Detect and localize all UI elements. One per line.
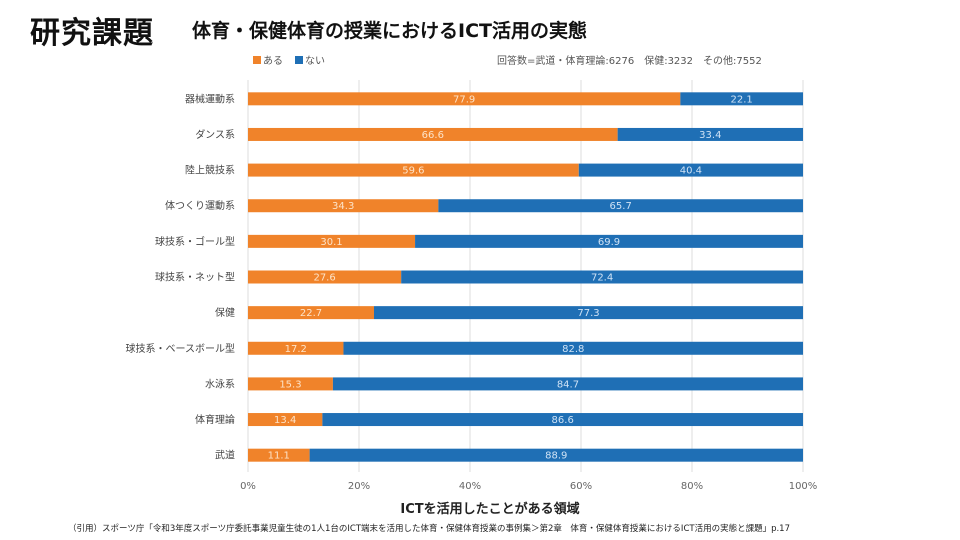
bar-value-label-no: 88.9: [545, 451, 567, 462]
bar-value-label-yes: 77.9: [453, 94, 475, 105]
x-tick-label: 60%: [570, 481, 592, 492]
slide-subtitle: 体育・保健体育の授業におけるICT活用の実態: [192, 20, 587, 42]
x-tick-label: 80%: [681, 481, 703, 492]
bar-value-label-yes: 66.6: [422, 130, 444, 141]
bar-no: [343, 341, 803, 355]
bar-yes: [248, 127, 618, 141]
bar-value-label-no: 77.3: [577, 308, 599, 319]
bar-value-label-yes: 22.7: [300, 308, 322, 319]
category-label: 球技系・ゴール型: [155, 235, 235, 248]
bar-value-label-no: 22.1: [731, 94, 753, 105]
bar-no: [373, 306, 803, 320]
bar-value-label-yes: 27.6: [313, 273, 335, 284]
bar-yes: [248, 448, 310, 462]
citation: （引用）スポーツ庁「令和3年度スポーツ庁委託事業児童生徒の1人1台のICT端末を…: [68, 524, 790, 534]
bar-value-label-yes: 11.1: [268, 451, 290, 462]
x-tick-label: 100%: [789, 481, 818, 492]
legend-swatch-yes: [253, 55, 261, 64]
bar-value-label-yes: 34.3: [332, 201, 354, 212]
category-label: 陸上競技系: [185, 164, 235, 177]
bar-no: [309, 448, 803, 462]
bar-value-label-yes: 15.3: [279, 379, 301, 390]
bar-value-label-no: 72.4: [591, 273, 613, 284]
category-label: 体つくり運動系: [165, 199, 235, 212]
bar-value-label-yes: 30.1: [320, 237, 342, 248]
bar-no: [617, 127, 803, 141]
bar-no: [438, 199, 803, 213]
bar-yes: [248, 234, 416, 248]
bar-value-label-yes: 17.2: [285, 344, 307, 355]
bar-value-label-no: 33.4: [699, 130, 721, 141]
category-label: 水泳系: [205, 378, 235, 390]
legend-label-no: ない: [305, 56, 325, 67]
bar-no: [401, 270, 803, 284]
legend-swatch-no: [295, 55, 303, 64]
bar-value-label-no: 40.4: [680, 166, 702, 177]
bar-value-label-no: 82.8: [562, 344, 584, 355]
bar-no: [578, 163, 803, 177]
bar-value-label-yes: 13.4: [274, 415, 296, 426]
bar-no: [322, 413, 803, 427]
legend-item-yes: ある: [253, 52, 283, 67]
bar-yes: [248, 377, 333, 391]
bar-value-label-yes: 59.6: [402, 166, 424, 177]
bar-no: [415, 234, 803, 248]
bar-yes: [248, 306, 374, 320]
x-tick-label: 20%: [348, 481, 370, 492]
x-axis-title: ICTを活用したことがある領域: [0, 498, 960, 517]
x-tick-label: 0%: [240, 481, 256, 492]
bar-no: [680, 92, 803, 106]
bar-value-label-no: 69.9: [598, 237, 620, 248]
category-label: 武道: [215, 449, 235, 462]
x-tick-label: 40%: [459, 481, 481, 492]
bar-yes: [248, 163, 579, 177]
legend-label-yes: ある: [263, 56, 283, 67]
bar-yes: [248, 341, 344, 355]
bar-yes: [248, 199, 439, 213]
bar-yes: [248, 270, 402, 284]
bar-value-label-no: 84.7: [557, 379, 579, 390]
category-label: 体育理論: [195, 413, 235, 426]
bar-yes: [248, 413, 323, 427]
bar-yes: [248, 92, 681, 106]
bar-no: [332, 377, 803, 391]
x-axis-title-text: ICTを活用したことがある領域: [400, 502, 580, 517]
category-label: 球技系・ベースボール型: [126, 342, 236, 355]
category-label: ダンス系: [195, 128, 235, 141]
category-label: 器械運動系: [185, 92, 235, 105]
legend-item-no: ない: [295, 52, 325, 67]
bar-value-label-no: 86.6: [552, 415, 574, 426]
category-label: 球技系・ネット型: [155, 271, 235, 284]
slide-title: 研究課題: [30, 16, 154, 51]
chart-legend: ある ない: [253, 52, 325, 67]
category-label: 保健: [215, 306, 235, 319]
bar-value-label-no: 65.7: [610, 201, 632, 212]
respondent-counts: 回答数=武道・体育理論:6276 保健:3232 その他:7552: [497, 56, 762, 67]
